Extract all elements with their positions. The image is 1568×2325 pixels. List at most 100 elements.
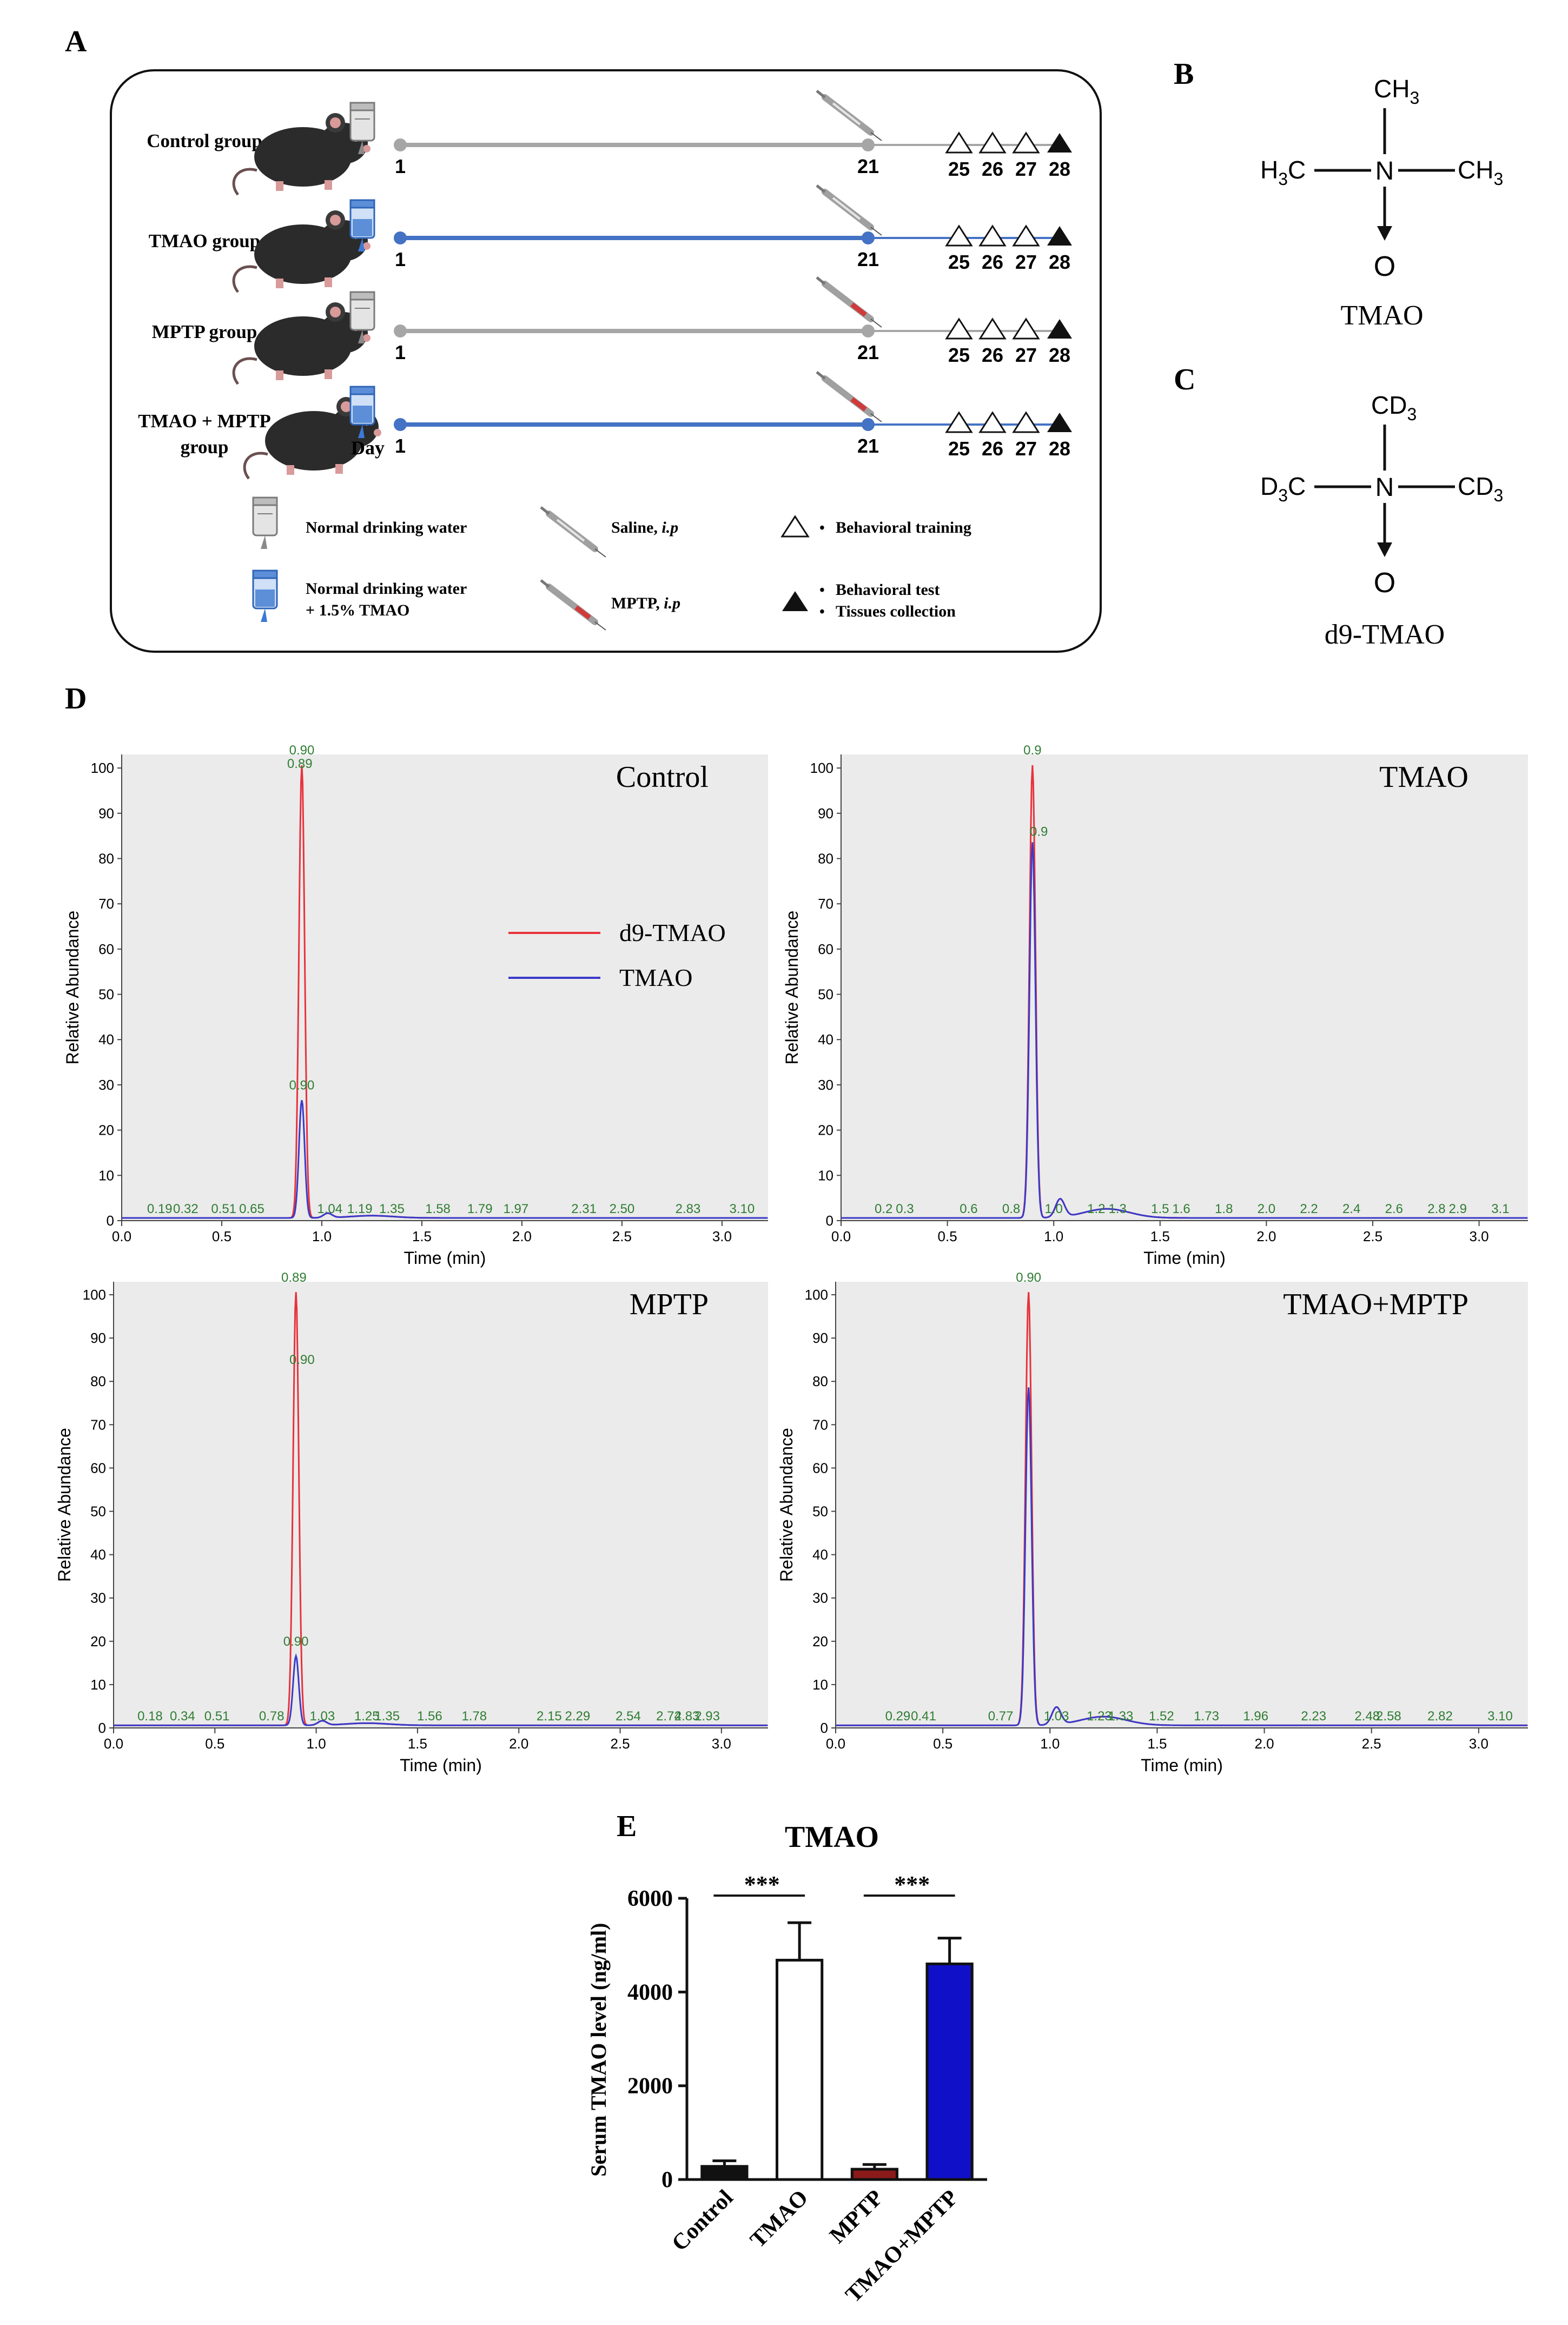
x-tick-label: 2.0 — [509, 1736, 528, 1752]
x-tick-label: 0.0 — [112, 1228, 131, 1244]
x-tick-label: 2.0 — [1256, 1228, 1276, 1244]
baseline-peak-label: 1.25 — [354, 1709, 380, 1724]
chromatogram-panel: 0 10 20 30 40 50 60 70 80 90 100 0.0 0.5 1.0 1.5 2.0 2.5… — [777, 1270, 1528, 1775]
structure-name: TMAO — [1340, 300, 1423, 331]
atom-cd3-right: CD3 — [1458, 472, 1503, 505]
atom-o: O — [1374, 567, 1395, 599]
chromatogram-panel: 0 10 20 30 40 50 60 70 80 90 100 0.0 0.5 1.0 1.5 2.0 2.5… — [782, 743, 1528, 1268]
baseline-peak-label: 1.5 — [1151, 1202, 1169, 1216]
timeline-row-mptp: MPTP group 1 21 25 26 27 28 — [152, 277, 1072, 384]
test-triangle — [1047, 133, 1072, 153]
day-axis-label: Day — [351, 437, 385, 459]
plot-area — [841, 754, 1528, 1221]
y-tick-label: 10 — [90, 1677, 106, 1693]
y-tick-label: 10 — [98, 1167, 114, 1183]
x-axis-label: Time (min) — [400, 1756, 482, 1775]
baseline-peak-label: 0.19 — [147, 1202, 173, 1216]
y-axis-label: Relative Abundance — [782, 911, 802, 1065]
baseline-peak-label: 1.58 — [425, 1202, 451, 1216]
x-tick-label: 3.0 — [712, 1228, 732, 1244]
legend-tissues: Tissues collection — [836, 602, 956, 620]
day-injection-label: 21 — [857, 155, 879, 177]
plot-area — [836, 1282, 1528, 1728]
day-26-label: 26 — [982, 251, 1003, 273]
atom-d3c-left: D3C — [1260, 472, 1306, 505]
y-tick-label: 30 — [812, 1590, 828, 1606]
day-start-dot — [394, 138, 407, 151]
training-triangle — [978, 224, 1007, 247]
training-triangle — [1012, 317, 1040, 340]
day-27-label: 27 — [1015, 438, 1037, 460]
atom-ch3-right: CH3 — [1458, 156, 1503, 189]
peak-label: 0.9 — [1030, 825, 1048, 839]
training-triangle — [1012, 131, 1040, 154]
y-tick-label: 80 — [812, 1373, 828, 1389]
x-tick-label: 1.0 — [1044, 1228, 1063, 1244]
baseline-peak-label: 0.78 — [259, 1709, 285, 1724]
baseline-peak-label: 1.56 — [417, 1709, 442, 1724]
training-triangle — [945, 411, 973, 433]
peak-label: 0.89 — [281, 1270, 307, 1285]
day-25-label: 25 — [948, 251, 970, 273]
y-tick-label: 100 — [805, 1287, 828, 1303]
schematic-legend: Normal drinking water Normal drinking wa… — [252, 496, 971, 630]
y-tick-label: 6000 — [627, 1886, 673, 1911]
day-27-label: 27 — [1015, 251, 1037, 273]
y-tick-label: 0 — [821, 1720, 828, 1736]
baseline-peak-label: 1.04 — [317, 1202, 342, 1216]
y-tick-label: 100 — [91, 760, 114, 776]
chromatogram-title: MPTP — [630, 1288, 709, 1321]
y-tick-label: 40 — [812, 1547, 828, 1563]
x-tick-label: 1.0 — [312, 1228, 332, 1244]
bar-chart: TMAO 0 2000 4000 6000 Serum TMAO level (ng/ml… — [586, 1820, 987, 2308]
x-tick-label: 0.0 — [826, 1736, 845, 1752]
baseline-peak-label: 0.3 — [896, 1202, 914, 1216]
x-tick-label: 1.5 — [1147, 1736, 1167, 1752]
baseline-peak-label: 2.54 — [616, 1709, 641, 1724]
peak-label: 0.90 — [283, 1634, 309, 1649]
y-tick-label: 0 — [826, 1213, 833, 1229]
legend-normal-water: Normal drinking water — [306, 519, 467, 536]
y-tick-label: 20 — [818, 1122, 833, 1138]
y-tick-label: 90 — [90, 1330, 106, 1346]
day-start-label: 1 — [395, 248, 406, 270]
chromatogram-panel: 0 10 20 30 40 50 60 70 80 90 100 0.0 0.5 1.0 1.5 2.0 2.5… — [55, 1270, 768, 1775]
training-triangle — [1012, 224, 1040, 247]
baseline-peak-label: 0.41 — [911, 1709, 936, 1724]
y-tick-label: 40 — [90, 1547, 106, 1563]
baseline-peak-label: 1.79 — [467, 1202, 493, 1216]
baseline-peak-label: 2.29 — [565, 1709, 591, 1724]
day-injection-dot — [862, 138, 875, 151]
y-tick-label: 40 — [98, 1031, 114, 1048]
y-tick-label: 80 — [818, 850, 833, 866]
day-injection-label: 21 — [857, 248, 879, 270]
x-tick-label: 0.5 — [933, 1736, 952, 1752]
test-triangle — [1047, 319, 1072, 339]
y-tick-label: 90 — [812, 1330, 828, 1346]
x-tick-label: 0.5 — [212, 1228, 231, 1244]
training-triangle — [945, 317, 973, 340]
x-tick-label: 2.5 — [610, 1736, 630, 1752]
y-tick-label: 50 — [90, 1503, 106, 1520]
legend-training: Behavioral training — [836, 519, 971, 536]
peak-label: 0.90 — [289, 1078, 315, 1092]
baseline-peak-label: 2.15 — [537, 1709, 562, 1724]
x-tick-label: 3.0 — [1469, 1736, 1488, 1752]
y-tick-label: 50 — [812, 1503, 828, 1520]
baseline-peak-label: 2.31 — [571, 1202, 597, 1216]
peak-label: 0.90 — [1016, 1270, 1041, 1285]
baseline-peak-label: 2.93 — [694, 1709, 720, 1724]
y-tick-label: 70 — [818, 896, 833, 912]
y-tick-label: 20 — [812, 1633, 828, 1650]
day-start-label: 1 — [395, 435, 406, 457]
arrow-head-icon — [1377, 542, 1392, 557]
x-tick-label: 2.5 — [612, 1228, 632, 1244]
y-tick-label: 10 — [818, 1167, 833, 1183]
category-label: MPTP — [825, 2185, 888, 2249]
day-injection-dot — [862, 418, 875, 431]
atom-o: O — [1374, 251, 1395, 282]
y-axis-label: Relative Abundance — [55, 1428, 74, 1582]
day-injection-label: 21 — [857, 341, 879, 363]
timeline-row-tmao-mptp: TMAO + MPTP group Day 1 21 25 26 27 28 — [138, 372, 1072, 479]
x-axis-label: Time (min) — [1143, 1248, 1226, 1268]
